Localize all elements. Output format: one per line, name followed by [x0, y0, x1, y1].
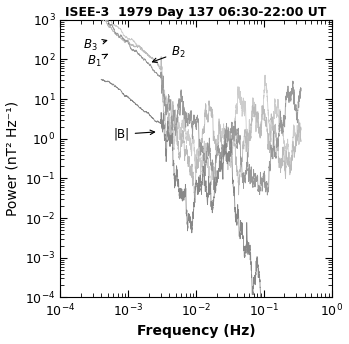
- Text: $B_1$: $B_1$: [87, 54, 107, 69]
- Text: $B_3$: $B_3$: [83, 37, 107, 53]
- Text: $B_2$: $B_2$: [153, 45, 186, 63]
- Y-axis label: Power (nT² Hz⁻¹): Power (nT² Hz⁻¹): [6, 101, 20, 216]
- Title: ISEE-3  1979 Day 137 06:30-22:00 UT: ISEE-3 1979 Day 137 06:30-22:00 UT: [65, 6, 327, 19]
- X-axis label: Frequency (Hz): Frequency (Hz): [137, 324, 255, 338]
- Text: |B|: |B|: [113, 128, 155, 141]
